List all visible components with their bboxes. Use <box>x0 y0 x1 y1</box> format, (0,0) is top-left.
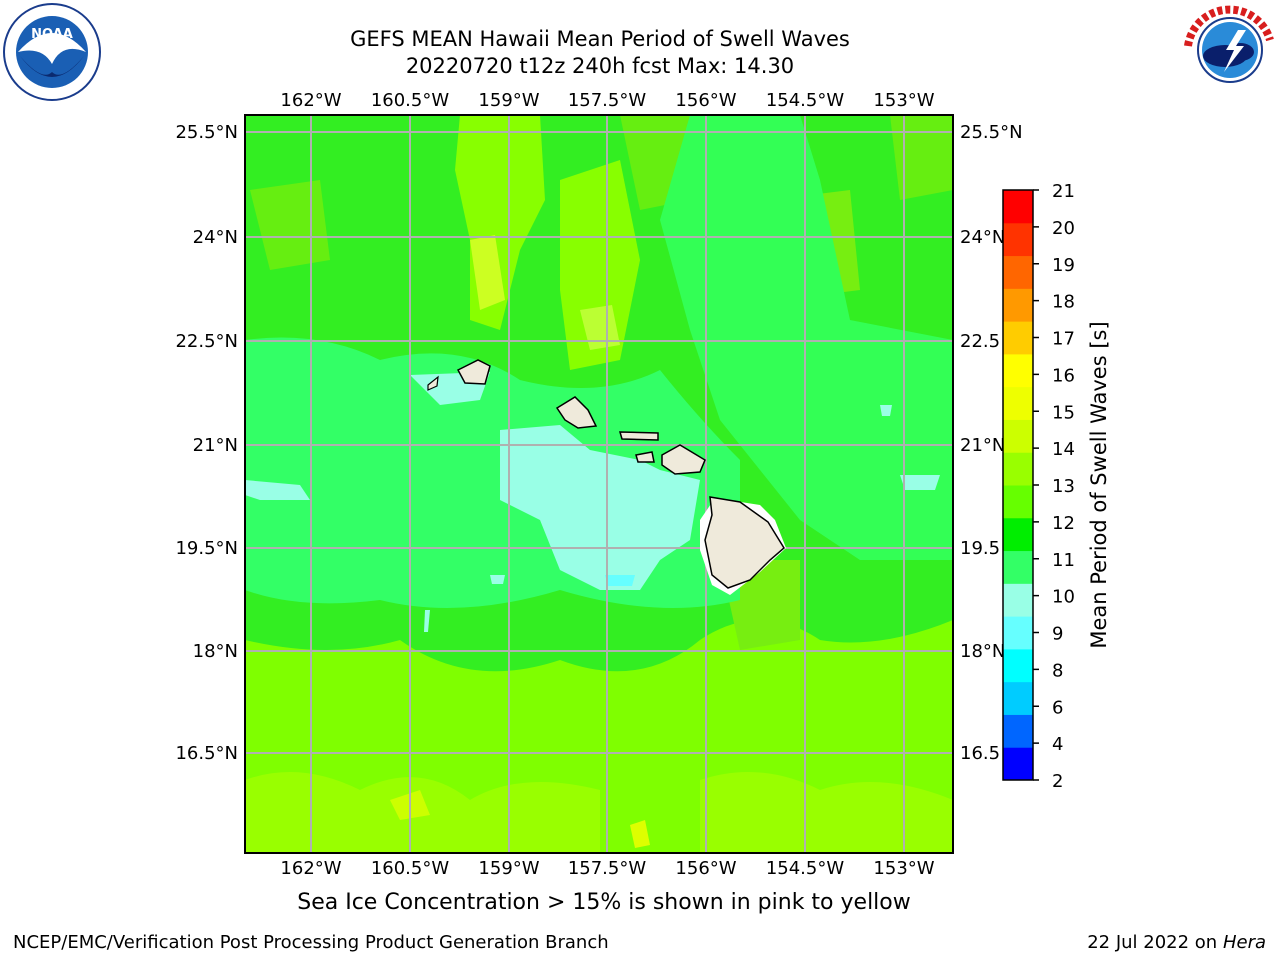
lat-label-left: 18°N <box>193 641 238 662</box>
lat-label-left: 24°N <box>193 227 238 248</box>
colorbar-tick-label: 10 <box>1052 587 1075 608</box>
lon-label-bottom: 162°W <box>280 858 341 879</box>
lon-label-bottom: 154.5°W <box>766 858 845 879</box>
lon-label-top: 154.5°W <box>766 90 845 111</box>
lat-label-left: 19.5°N <box>175 538 238 559</box>
colorbar-segment <box>1003 648 1033 683</box>
colorbar-segment <box>1003 616 1033 650</box>
colorbar-tick-label: 8 <box>1052 660 1063 681</box>
colorbar-segment <box>1003 288 1033 322</box>
lon-label-bottom: 159°W <box>478 858 539 879</box>
colorbar-segment <box>1003 190 1033 224</box>
lon-label-top: 156°W <box>675 90 736 111</box>
swell-period-field <box>245 115 953 853</box>
footer-date-text: 22 Jul 2022 on <box>1087 932 1223 953</box>
lat-label-left: 22.5°N <box>175 331 238 352</box>
colorbar-segment <box>1003 386 1033 420</box>
lat-label-right: 21°N <box>960 435 1005 456</box>
lat-label-right: 19.5 <box>960 538 1000 559</box>
colorbar-segment <box>1003 517 1033 552</box>
colorbar-segment <box>1003 353 1033 388</box>
lat-label-left: 21°N <box>193 435 238 456</box>
lon-label-bottom: 153°W <box>873 858 934 879</box>
sea-ice-note: Sea Ice Concentration > 15% is shown in … <box>297 890 911 915</box>
lon-label-top: 157.5°W <box>568 90 647 111</box>
colorbar-tick-label: 11 <box>1052 550 1075 571</box>
colorbar-segment <box>1003 714 1033 748</box>
chart-subtitle: 20220720 t12z 240h fcst Max: 14.30 <box>405 54 795 78</box>
colorbar-tick-label: 4 <box>1052 734 1063 755</box>
chart-title: GEFS MEAN Hawaii Mean Period of Swell Wa… <box>350 27 850 51</box>
footer-credit: NCEP/EMC/Verification Post Processing Pr… <box>13 932 609 953</box>
lat-label-right: 22.5 <box>960 331 1000 352</box>
lat-label-right: 16.5 <box>960 743 1000 764</box>
colorbar-segment <box>1003 321 1033 355</box>
noaa-logo-text: NOAA <box>31 27 73 42</box>
colorbar-tick-label: 13 <box>1052 476 1075 497</box>
hawaiian-islands <box>427 359 786 595</box>
lat-label-left: 16.5°N <box>175 743 238 764</box>
lon-label-bottom: 156°W <box>675 858 736 879</box>
colorbar-tick-label: 20 <box>1052 218 1075 239</box>
noaa-logo: NOAA <box>3 3 101 101</box>
colorbar-segment <box>1003 681 1033 715</box>
lon-label-top: 162°W <box>280 90 341 111</box>
colorbar-segment <box>1003 255 1033 289</box>
colorbar-segment <box>1003 419 1033 453</box>
colorbar-segment <box>1003 583 1033 617</box>
colorbar-tick-label: 12 <box>1052 513 1075 534</box>
lat-label-right: 18°N <box>960 641 1005 662</box>
colorbar-tick-label: 2 <box>1052 771 1063 792</box>
colorbar-segment <box>1003 452 1033 486</box>
lon-label-top: 159°W <box>478 90 539 111</box>
lat-label-right: 25.5°N <box>960 122 1023 143</box>
map-frame <box>244 114 954 854</box>
nws-logo <box>1182 2 1278 98</box>
colorbar-tick-label: 17 <box>1052 329 1075 350</box>
lat-label-right: 24°N <box>960 227 1005 248</box>
lon-label-top: 153°W <box>873 90 934 111</box>
colorbar-segment <box>1003 222 1033 257</box>
colorbar-tick-label: 21 <box>1052 181 1075 202</box>
colorbar-tick-label: 9 <box>1052 624 1063 645</box>
colorbar-tick-label: 15 <box>1052 402 1075 423</box>
colorbar-tick-label: 14 <box>1052 439 1075 460</box>
colorbar-tick-label: 19 <box>1052 255 1075 276</box>
colorbar-tick-label: 18 <box>1052 292 1075 313</box>
colorbar-tick-label: 6 <box>1052 697 1063 718</box>
colorbar-segment <box>1003 485 1033 519</box>
lon-label-top: 160.5°W <box>371 90 450 111</box>
footer-machine: Hera <box>1222 932 1266 953</box>
graticule <box>245 115 953 853</box>
colorbar-tick-label: 16 <box>1052 365 1075 386</box>
colorbar-segment <box>1003 747 1033 781</box>
lon-label-bottom: 157.5°W <box>568 858 647 879</box>
colorbar: 2 4 6 8 9 10 11 12 13 14 15 16 17 18 19 20 21 <box>1002 181 1075 792</box>
lat-label-left: 25.5°N <box>175 122 238 143</box>
footer-date: 22 Jul 2022 on Hera <box>1087 932 1266 953</box>
lon-label-bottom: 160.5°W <box>371 858 450 879</box>
axis-labels: 162°W 160.5°W 159°W 157.5°W 156°W 154.5°… <box>175 90 1022 879</box>
colorbar-segment <box>1003 550 1033 584</box>
colorbar-label: Mean Period of Swell Waves [s] <box>1087 321 1111 648</box>
